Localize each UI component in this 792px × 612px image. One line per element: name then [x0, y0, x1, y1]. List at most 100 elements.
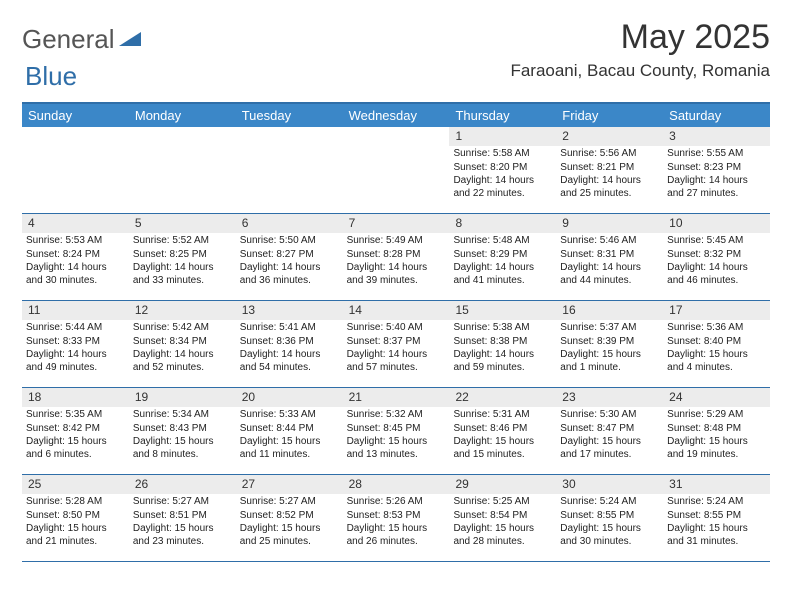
sunrise-line: Sunrise: 5:50 AM — [240, 235, 339, 248]
day-number: 25 — [22, 475, 129, 494]
day-cell: 30Sunrise: 5:24 AMSunset: 8:55 PMDayligh… — [556, 475, 663, 561]
day-cell: 23Sunrise: 5:30 AMSunset: 8:47 PMDayligh… — [556, 388, 663, 474]
sunset-line: Sunset: 8:38 PM — [453, 336, 552, 349]
daylight-line: Daylight: 14 hours and 59 minutes. — [453, 349, 552, 374]
daylight-line: Daylight: 14 hours and 22 minutes. — [453, 175, 552, 200]
week-row: 25Sunrise: 5:28 AMSunset: 8:50 PMDayligh… — [22, 475, 770, 562]
daylight-line: Daylight: 15 hours and 26 minutes. — [347, 523, 446, 548]
sunrise-line: Sunrise: 5:32 AM — [347, 409, 446, 422]
day-cell: 15Sunrise: 5:38 AMSunset: 8:38 PMDayligh… — [449, 301, 556, 387]
daylight-line: Daylight: 15 hours and 11 minutes. — [240, 436, 339, 461]
day-cell: 22Sunrise: 5:31 AMSunset: 8:46 PMDayligh… — [449, 388, 556, 474]
sunset-line: Sunset: 8:20 PM — [453, 162, 552, 175]
weekday-header: Sunday — [22, 104, 129, 127]
day-number: 3 — [663, 127, 770, 146]
day-number: 31 — [663, 475, 770, 494]
week-row: 18Sunrise: 5:35 AMSunset: 8:42 PMDayligh… — [22, 388, 770, 475]
daylight-line: Daylight: 14 hours and 39 minutes. — [347, 262, 446, 287]
day-cell: 18Sunrise: 5:35 AMSunset: 8:42 PMDayligh… — [22, 388, 129, 474]
day-number: 8 — [449, 214, 556, 233]
sunrise-line: Sunrise: 5:29 AM — [667, 409, 766, 422]
day-cell: 27Sunrise: 5:27 AMSunset: 8:52 PMDayligh… — [236, 475, 343, 561]
logo-text-general: General — [22, 24, 115, 55]
sunset-line: Sunset: 8:55 PM — [560, 510, 659, 523]
daylight-line: Daylight: 14 hours and 46 minutes. — [667, 262, 766, 287]
day-cell: 14Sunrise: 5:40 AMSunset: 8:37 PMDayligh… — [343, 301, 450, 387]
daylight-line: Daylight: 15 hours and 31 minutes. — [667, 523, 766, 548]
sunset-line: Sunset: 8:52 PM — [240, 510, 339, 523]
sunset-line: Sunset: 8:50 PM — [26, 510, 125, 523]
weekday-header: Saturday — [663, 104, 770, 127]
sunset-line: Sunset: 8:21 PM — [560, 162, 659, 175]
daylight-line: Daylight: 14 hours and 30 minutes. — [26, 262, 125, 287]
sunrise-line: Sunrise: 5:25 AM — [453, 496, 552, 509]
day-cell: 1Sunrise: 5:58 AMSunset: 8:20 PMDaylight… — [449, 127, 556, 213]
sunset-line: Sunset: 8:29 PM — [453, 249, 552, 262]
day-cell — [236, 127, 343, 213]
sunset-line: Sunset: 8:23 PM — [667, 162, 766, 175]
day-cell: 31Sunrise: 5:24 AMSunset: 8:55 PMDayligh… — [663, 475, 770, 561]
daylight-line: Daylight: 15 hours and 19 minutes. — [667, 436, 766, 461]
sunset-line: Sunset: 8:31 PM — [560, 249, 659, 262]
day-number: 24 — [663, 388, 770, 407]
day-number: 15 — [449, 301, 556, 320]
day-number: 2 — [556, 127, 663, 146]
sunset-line: Sunset: 8:53 PM — [347, 510, 446, 523]
sunrise-line: Sunrise: 5:44 AM — [26, 322, 125, 335]
daylight-line: Daylight: 14 hours and 57 minutes. — [347, 349, 446, 374]
day-cell — [343, 127, 450, 213]
sunset-line: Sunset: 8:55 PM — [667, 510, 766, 523]
sunrise-line: Sunrise: 5:42 AM — [133, 322, 232, 335]
daylight-line: Daylight: 14 hours and 49 minutes. — [26, 349, 125, 374]
day-number: 7 — [343, 214, 450, 233]
sunrise-line: Sunrise: 5:37 AM — [560, 322, 659, 335]
day-number: 13 — [236, 301, 343, 320]
daylight-line: Daylight: 14 hours and 36 minutes. — [240, 262, 339, 287]
day-number: 23 — [556, 388, 663, 407]
sunset-line: Sunset: 8:47 PM — [560, 423, 659, 436]
sunset-line: Sunset: 8:28 PM — [347, 249, 446, 262]
daylight-line: Daylight: 15 hours and 1 minute. — [560, 349, 659, 374]
week-row: 4Sunrise: 5:53 AMSunset: 8:24 PMDaylight… — [22, 214, 770, 301]
page-title: May 2025 — [510, 18, 770, 57]
sunset-line: Sunset: 8:25 PM — [133, 249, 232, 262]
day-cell: 4Sunrise: 5:53 AMSunset: 8:24 PMDaylight… — [22, 214, 129, 300]
day-cell: 13Sunrise: 5:41 AMSunset: 8:36 PMDayligh… — [236, 301, 343, 387]
day-number: 6 — [236, 214, 343, 233]
day-cell: 20Sunrise: 5:33 AMSunset: 8:44 PMDayligh… — [236, 388, 343, 474]
sunset-line: Sunset: 8:44 PM — [240, 423, 339, 436]
daylight-line: Daylight: 15 hours and 21 minutes. — [26, 523, 125, 548]
day-number: 22 — [449, 388, 556, 407]
sunset-line: Sunset: 8:48 PM — [667, 423, 766, 436]
daylight-line: Daylight: 14 hours and 52 minutes. — [133, 349, 232, 374]
day-number: 17 — [663, 301, 770, 320]
day-cell: 10Sunrise: 5:45 AMSunset: 8:32 PMDayligh… — [663, 214, 770, 300]
day-cell: 5Sunrise: 5:52 AMSunset: 8:25 PMDaylight… — [129, 214, 236, 300]
day-number: 29 — [449, 475, 556, 494]
sunset-line: Sunset: 8:27 PM — [240, 249, 339, 262]
sunrise-line: Sunrise: 5:27 AM — [133, 496, 232, 509]
sunrise-line: Sunrise: 5:46 AM — [560, 235, 659, 248]
day-number: 21 — [343, 388, 450, 407]
week-row: 1Sunrise: 5:58 AMSunset: 8:20 PMDaylight… — [22, 127, 770, 214]
day-number: 20 — [236, 388, 343, 407]
day-cell — [22, 127, 129, 213]
sunrise-line: Sunrise: 5:36 AM — [667, 322, 766, 335]
sunset-line: Sunset: 8:34 PM — [133, 336, 232, 349]
sunrise-line: Sunrise: 5:53 AM — [26, 235, 125, 248]
sunset-line: Sunset: 8:37 PM — [347, 336, 446, 349]
sunset-line: Sunset: 8:24 PM — [26, 249, 125, 262]
weekday-header: Thursday — [449, 104, 556, 127]
daylight-line: Daylight: 14 hours and 27 minutes. — [667, 175, 766, 200]
sunset-line: Sunset: 8:40 PM — [667, 336, 766, 349]
sunset-line: Sunset: 8:32 PM — [667, 249, 766, 262]
day-cell: 3Sunrise: 5:55 AMSunset: 8:23 PMDaylight… — [663, 127, 770, 213]
sunset-line: Sunset: 8:42 PM — [26, 423, 125, 436]
sunset-line: Sunset: 8:46 PM — [453, 423, 552, 436]
sunset-line: Sunset: 8:45 PM — [347, 423, 446, 436]
day-number: 5 — [129, 214, 236, 233]
day-cell: 2Sunrise: 5:56 AMSunset: 8:21 PMDaylight… — [556, 127, 663, 213]
weekday-header: Tuesday — [236, 104, 343, 127]
day-number: 19 — [129, 388, 236, 407]
day-cell: 25Sunrise: 5:28 AMSunset: 8:50 PMDayligh… — [22, 475, 129, 561]
